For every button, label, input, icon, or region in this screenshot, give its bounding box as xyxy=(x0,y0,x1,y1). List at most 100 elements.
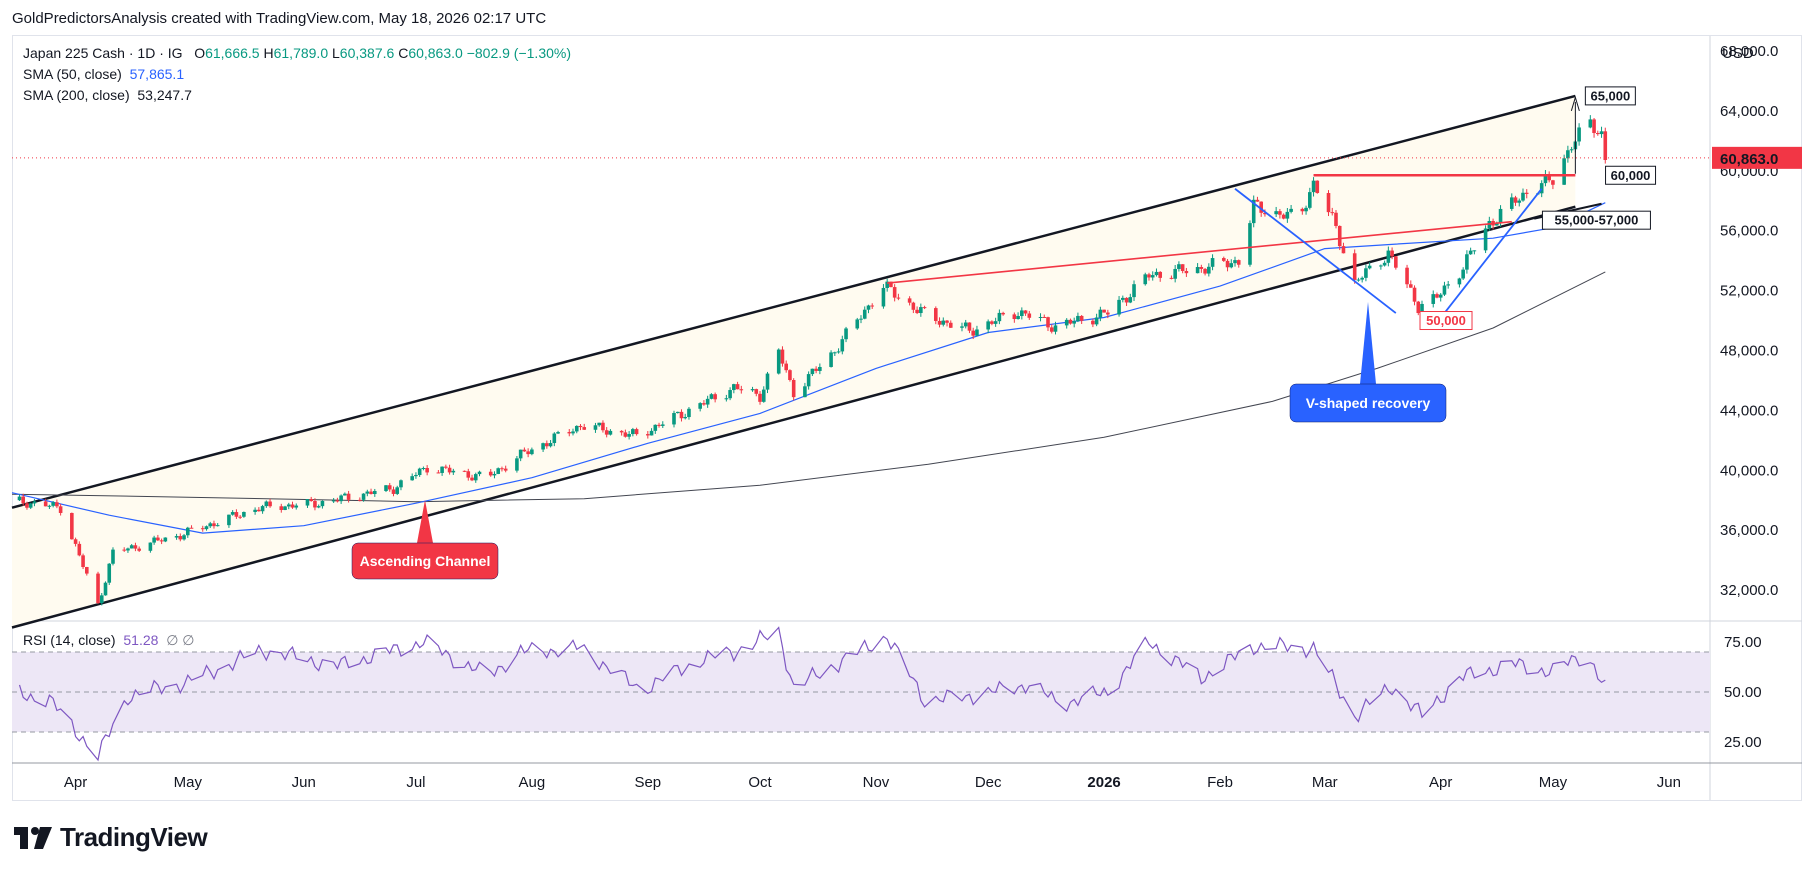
price-tick-label: 32,000.0 xyxy=(1720,582,1778,599)
resistance-lines-group xyxy=(887,174,1576,284)
candle xyxy=(159,538,164,545)
candle xyxy=(1091,318,1095,328)
candle xyxy=(1106,309,1110,319)
candle xyxy=(705,395,710,408)
candle-body xyxy=(1098,309,1103,318)
candle-body xyxy=(1517,200,1522,203)
candle xyxy=(1158,271,1163,282)
candle-body xyxy=(1472,250,1477,252)
candle xyxy=(148,542,153,553)
candle xyxy=(791,378,796,401)
candle-body xyxy=(466,471,471,478)
candle-body xyxy=(1020,310,1024,317)
candle-body xyxy=(208,523,213,527)
level-60000-tag[interactable]: 60,000 xyxy=(1605,165,1657,185)
candle-body xyxy=(163,537,168,542)
candle xyxy=(70,512,74,540)
candle xyxy=(776,348,781,375)
candle-body xyxy=(290,504,295,508)
candle-body xyxy=(1225,260,1230,268)
candle-body xyxy=(1468,250,1473,255)
candle-body xyxy=(1326,193,1331,213)
time-tick-label: Jun xyxy=(292,774,316,791)
level-55-57-tag-box xyxy=(1541,210,1651,230)
ohlc-legend: Japan 225 Cash · 1D · IG O61,666.5 H61,7… xyxy=(23,45,571,61)
level-50000-tag[interactable]: 50,000 xyxy=(1419,311,1473,331)
candle xyxy=(922,305,927,310)
candle-body xyxy=(810,368,815,375)
candle-body xyxy=(1064,319,1069,326)
candle-body xyxy=(1551,180,1555,185)
candle-body xyxy=(73,539,78,544)
candle xyxy=(971,327,976,340)
candle-body xyxy=(601,422,605,431)
time-tick-label: Oct xyxy=(748,774,772,791)
symbol-label: Japan 225 Cash · 1D · IG xyxy=(23,45,183,61)
candle-body xyxy=(410,476,414,481)
candle-body xyxy=(1274,211,1278,215)
trendline-red[interactable] xyxy=(887,220,1512,284)
candle xyxy=(257,507,261,512)
candle-body xyxy=(1509,197,1514,209)
candle-body xyxy=(1543,174,1548,184)
v-shape-right-line[interactable] xyxy=(1443,188,1543,314)
level-55-57-tag[interactable]: 55,000-57,000 xyxy=(1541,210,1651,230)
candle-body xyxy=(372,490,377,495)
candle xyxy=(1076,312,1080,323)
candle-body xyxy=(1446,284,1450,286)
candle-body xyxy=(698,403,702,409)
candle-body xyxy=(862,309,867,319)
candle-body xyxy=(1311,180,1316,193)
candle xyxy=(451,468,456,475)
candle xyxy=(522,447,527,452)
candle xyxy=(1255,196,1260,202)
candle xyxy=(1229,259,1234,269)
tradingview-brand[interactable]: TradingView xyxy=(14,822,208,853)
level-65000-tag-text: 65,000 xyxy=(1590,88,1630,103)
level-60000-tag-text: 60,000 xyxy=(1611,168,1651,183)
channel-upper-line[interactable] xyxy=(11,94,1576,509)
rsi-group xyxy=(12,626,1710,762)
candle xyxy=(1094,313,1099,327)
candle-body xyxy=(204,526,209,530)
candle-body xyxy=(634,429,639,435)
candle-body xyxy=(1382,262,1387,266)
candle-body xyxy=(1207,266,1211,274)
candle-body xyxy=(889,281,893,288)
candle xyxy=(967,322,972,334)
candle xyxy=(1281,213,1286,220)
channel-lower-line[interactable] xyxy=(11,205,1576,629)
candle-body xyxy=(780,349,785,364)
candle xyxy=(230,510,235,516)
candle-body xyxy=(1049,327,1054,332)
ascending-channel-callout[interactable]: Ascending Channel xyxy=(351,500,499,580)
candle xyxy=(137,546,141,553)
candle xyxy=(1521,188,1525,202)
candle xyxy=(683,413,688,420)
candle xyxy=(1416,300,1421,316)
v-shaped-recovery-callout[interactable]: V-shaped recovery xyxy=(1289,302,1447,423)
candle-body xyxy=(369,491,373,495)
candle xyxy=(122,547,127,552)
v-shape-left-line[interactable] xyxy=(1234,188,1397,314)
candle xyxy=(702,400,706,406)
candle-body xyxy=(257,509,261,512)
candle-body xyxy=(919,307,923,314)
candle-body xyxy=(960,326,964,328)
candle-body xyxy=(907,298,912,303)
candle-body xyxy=(1356,279,1361,281)
candle-body xyxy=(941,320,946,325)
candle-body xyxy=(1431,294,1436,304)
candle xyxy=(915,306,919,315)
level-65000-tag[interactable]: 65,000 xyxy=(1584,86,1636,106)
candle xyxy=(1465,250,1469,274)
candle-body xyxy=(765,373,770,390)
candle xyxy=(1311,177,1316,197)
candle xyxy=(963,319,968,329)
candle xyxy=(447,464,452,475)
candle-body xyxy=(55,502,59,507)
candle xyxy=(152,535,156,545)
candle-body xyxy=(51,502,55,506)
candle-body xyxy=(679,411,684,419)
